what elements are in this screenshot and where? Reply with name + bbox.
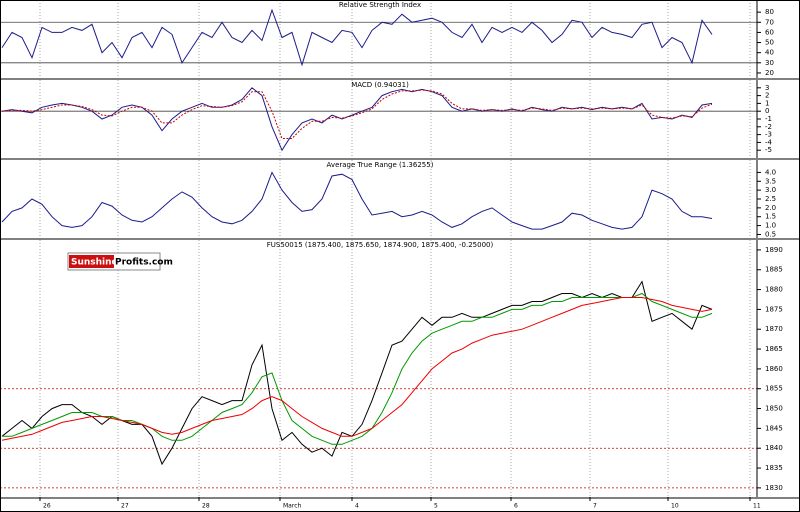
y-tick-label: 2.5 bbox=[765, 195, 776, 203]
x-tick-label: 27 bbox=[121, 503, 129, 510]
logo-red bbox=[69, 255, 114, 268]
series-line bbox=[1, 171, 713, 230]
x-tick-label: 5 bbox=[434, 503, 438, 510]
series-line bbox=[1, 87, 713, 152]
y-tick-label: 1835 bbox=[765, 464, 783, 472]
y-tick-label: 1840 bbox=[765, 444, 783, 452]
x-tick-label: 4 bbox=[355, 503, 359, 510]
y-tick-label: 20 bbox=[765, 69, 774, 77]
x-tick-label: March bbox=[283, 503, 301, 510]
series-line bbox=[1, 297, 713, 441]
x-tick-label: 11 bbox=[753, 503, 761, 510]
y-tick-label: 70 bbox=[765, 18, 774, 26]
y-tick-label: 3.5 bbox=[765, 177, 776, 185]
y-tick-label: 1830 bbox=[765, 484, 783, 492]
y-tick-label: 1850 bbox=[765, 405, 783, 413]
y-tick-label: 1.0 bbox=[765, 222, 776, 230]
y-tick-label: 0.5 bbox=[765, 230, 776, 238]
panel-title: MACD (0.94031) bbox=[351, 81, 409, 89]
y-tick-label: -4 bbox=[765, 138, 773, 146]
panel-title: FUS50015 (1875.400, 1875.650, 1874.900, … bbox=[267, 241, 494, 249]
y-tick-label: 2.0 bbox=[765, 204, 776, 212]
y-tick-label: 1860 bbox=[765, 365, 783, 373]
y-tick-label: 30 bbox=[765, 59, 774, 67]
y-tick-label: 1885 bbox=[765, 266, 783, 274]
panel-title: Relative Strength Index bbox=[339, 1, 421, 9]
y-tick-label: 1865 bbox=[765, 345, 783, 353]
panel-title: Average True Range (1.36255) bbox=[327, 161, 434, 169]
y-tick-label: 1870 bbox=[765, 325, 783, 333]
y-tick-label: -3 bbox=[765, 131, 772, 139]
logo: Sunshine Profits.com bbox=[67, 252, 173, 271]
series-line bbox=[1, 8, 713, 67]
y-tick-label: 1880 bbox=[765, 286, 783, 294]
x-tick-label: 7 bbox=[593, 503, 597, 510]
y-tick-label: -1 bbox=[765, 115, 772, 123]
logo-part1: Sunshine bbox=[71, 258, 118, 268]
y-tick-label: 60 bbox=[765, 28, 774, 36]
y-tick-label: 1890 bbox=[765, 246, 783, 254]
y-tick-label: -5 bbox=[765, 146, 772, 154]
y-tick-label: 4.0 bbox=[765, 168, 776, 176]
y-tick-label: 3.0 bbox=[765, 186, 776, 194]
x-tick-label: 6 bbox=[514, 503, 518, 510]
x-tick-label: 10 bbox=[671, 503, 679, 510]
y-tick-label: 80 bbox=[765, 8, 774, 16]
y-tick-label: -2 bbox=[765, 123, 772, 131]
x-tick-label: 28 bbox=[202, 503, 210, 510]
y-tick-label: 0 bbox=[765, 107, 769, 115]
y-tick-label: 50 bbox=[765, 39, 774, 47]
y-tick-label: 2 bbox=[765, 92, 769, 100]
y-tick-label: 40 bbox=[765, 49, 774, 57]
series-line bbox=[1, 89, 713, 139]
y-tick-label: 1.5 bbox=[765, 213, 776, 221]
y-tick-label: 3 bbox=[765, 84, 769, 92]
logo-part2: Profits.com bbox=[115, 258, 173, 268]
y-tick-label: 1 bbox=[765, 99, 769, 107]
y-tick-label: 1875 bbox=[765, 305, 783, 313]
y-tick-label: 1855 bbox=[765, 385, 783, 393]
y-tick-label: 1845 bbox=[765, 424, 783, 432]
x-tick-label: 26 bbox=[43, 503, 51, 510]
